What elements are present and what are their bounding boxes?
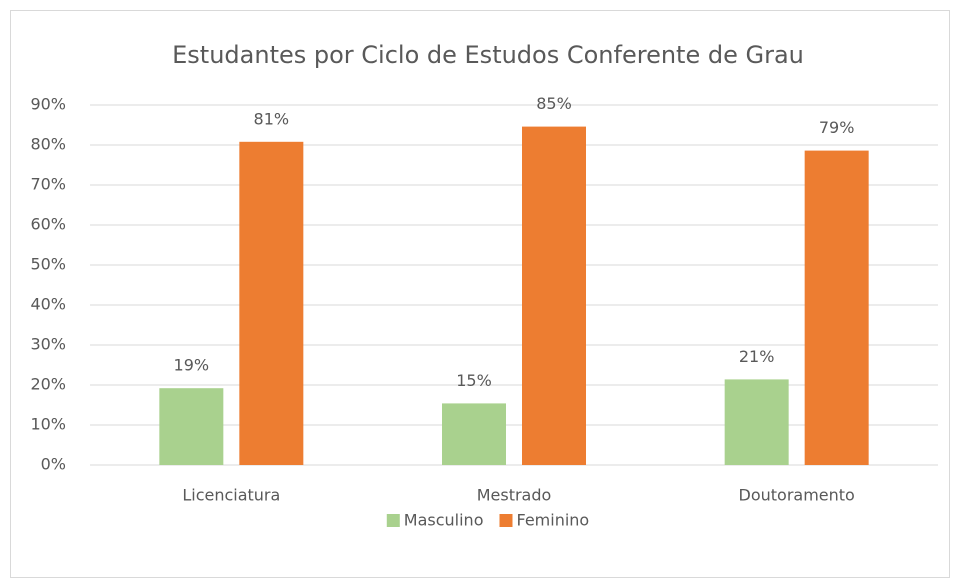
- y-tick-label: 20%: [30, 375, 66, 394]
- legend-label: Masculino: [404, 511, 484, 530]
- y-tick-label: 40%: [30, 295, 66, 314]
- y-tick-label: 80%: [30, 135, 66, 154]
- legend-swatch: [499, 514, 513, 527]
- data-label: 81%: [254, 109, 290, 128]
- y-tick-label: 60%: [30, 215, 66, 234]
- y-tick-label: 0%: [41, 455, 66, 474]
- legend-swatch: [386, 514, 400, 527]
- y-tick-label: 90%: [30, 95, 66, 114]
- x-tick-label: Mestrado: [477, 486, 552, 505]
- legend-label: Feminino: [516, 511, 589, 530]
- bar: [804, 150, 869, 465]
- data-label: 21%: [739, 347, 775, 366]
- x-tick-label: Licenciatura: [182, 486, 280, 505]
- data-label: 15%: [456, 371, 492, 390]
- x-tick-label: Doutoramento: [739, 486, 855, 505]
- bar: [159, 388, 224, 465]
- y-tick-label: 30%: [30, 335, 66, 354]
- data-label: 79%: [819, 118, 855, 137]
- bar: [239, 141, 304, 466]
- y-tick-label: 50%: [30, 255, 66, 274]
- bar: [442, 403, 506, 465]
- bar: [724, 379, 789, 465]
- bar: [522, 126, 586, 465]
- data-label: 85%: [536, 94, 572, 113]
- y-tick-label: 10%: [30, 415, 66, 434]
- chart-title: Estudantes por Ciclo de Estudos Conferen…: [172, 41, 804, 69]
- y-tick-label: 70%: [30, 175, 66, 194]
- data-label: 19%: [174, 356, 210, 375]
